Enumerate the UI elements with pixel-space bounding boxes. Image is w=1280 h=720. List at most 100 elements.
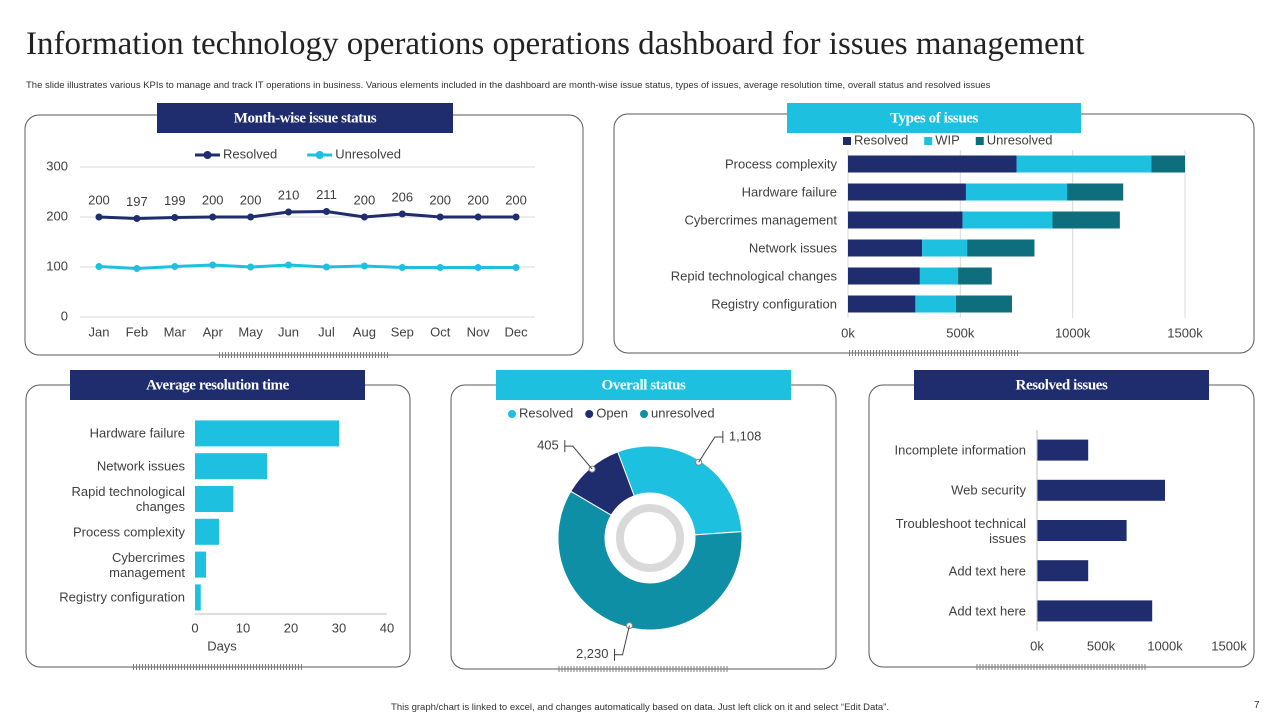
category-label: Registry configuration [711,296,837,312]
data-label: 200 [240,192,262,207]
y-tick-label: 100 [46,258,68,273]
line-point [247,213,255,221]
bar-segment [955,295,1013,313]
category-label: Troubleshoot technical issues [895,515,1026,546]
data-label: 200 [505,192,527,207]
line-point [512,213,520,221]
line-point [474,264,482,271]
data-label: 210 [278,187,300,202]
panel-header [70,370,365,400]
legend-swatch [640,410,649,418]
line-point [95,213,103,221]
bar [195,518,219,545]
data-label: 211 [316,187,337,202]
line-point [133,265,141,272]
x-tick-label: Feb [126,324,148,339]
bar-segment [958,267,992,285]
data-label: 199 [164,193,186,208]
x-tick-label: Apr [203,324,224,339]
legend-swatch [975,137,984,145]
donut-slice [557,490,743,631]
x-tick-label: 500k [946,325,975,340]
x-tick-label: Jan [88,324,109,339]
category-label: Add text here [948,603,1026,619]
line-point [285,208,293,216]
x-tick-label: 0k [1030,638,1044,653]
bar-segment [848,267,920,285]
panel-header [787,103,1081,133]
panel-title: Month-wise issue status [234,110,377,126]
line-point [322,263,330,271]
data-label: 2,230 [576,646,609,661]
series-line [98,209,517,221]
legend-label: unresolved [651,405,715,420]
bar-segment [848,239,923,257]
line-point [285,261,293,269]
x-tick-label: 1000k [1055,325,1091,340]
line-point [436,264,444,271]
data-label: 1,108 [729,428,762,443]
x-tick-label: 500k [1087,638,1116,653]
x-tick-label: Sep [391,324,414,339]
line-point [133,215,141,222]
bar [195,453,267,480]
panel-title: Average resolution time [146,377,289,393]
leader-line [564,445,593,470]
category-label: Cybercrimes management [684,212,837,228]
line-point [512,264,520,271]
data-label: 200 [429,192,451,207]
x-tick-label: 30 [332,620,346,635]
line-point [209,213,217,221]
bar-segment [915,295,956,313]
bar-segment [1067,183,1124,201]
bar-segment [1016,155,1152,173]
y-tick-label: 300 [46,158,68,173]
bar-segment [848,295,916,313]
x-tick-label: Mar [164,324,187,339]
data-label: 197 [126,194,148,209]
line-point [360,262,368,270]
legend-swatch [924,137,933,145]
category-label: Add text here [948,563,1026,579]
legend-label: WIP [935,132,960,147]
line-point [95,263,103,270]
legend-swatch [585,410,594,418]
page-number: 7 [1254,700,1260,711]
data-label: 206 [391,189,413,204]
data-label: 200 [88,192,110,207]
x-tick-label: 0 [191,620,198,635]
bar [1037,439,1089,461]
x-axis-title: Days [207,638,237,653]
panel [24,114,584,356]
line-point [474,213,482,221]
bar-segment [967,239,1035,257]
bar-segment [965,183,1068,201]
y-tick-label: 0 [61,308,68,323]
line-point [322,208,330,215]
panel-header [157,103,453,133]
line-point [171,214,179,221]
legend-swatch [203,151,212,159]
bar [1037,600,1153,622]
x-tick-label: May [238,324,263,339]
bar [195,420,339,447]
data-label: 200 [467,192,489,207]
legend-label: Resolved [519,405,573,420]
data-label: 200 [202,192,224,207]
category-label: Process complexity [725,156,837,172]
bar-segment [919,267,959,285]
bar-segment [1151,155,1185,173]
category-label: Hardware failure [741,184,837,200]
legend-label: Resolved [854,132,908,147]
panel-header [914,370,1209,400]
bar [195,486,234,512]
bar-segment [962,211,1053,229]
data-label: 200 [354,192,376,207]
category-label: Incomplete information [894,442,1026,458]
panel-title: Overall status [602,377,687,393]
x-tick-label: 1500k [1211,638,1247,653]
category-label: Network issues [748,240,837,256]
legend-swatch [315,151,324,159]
